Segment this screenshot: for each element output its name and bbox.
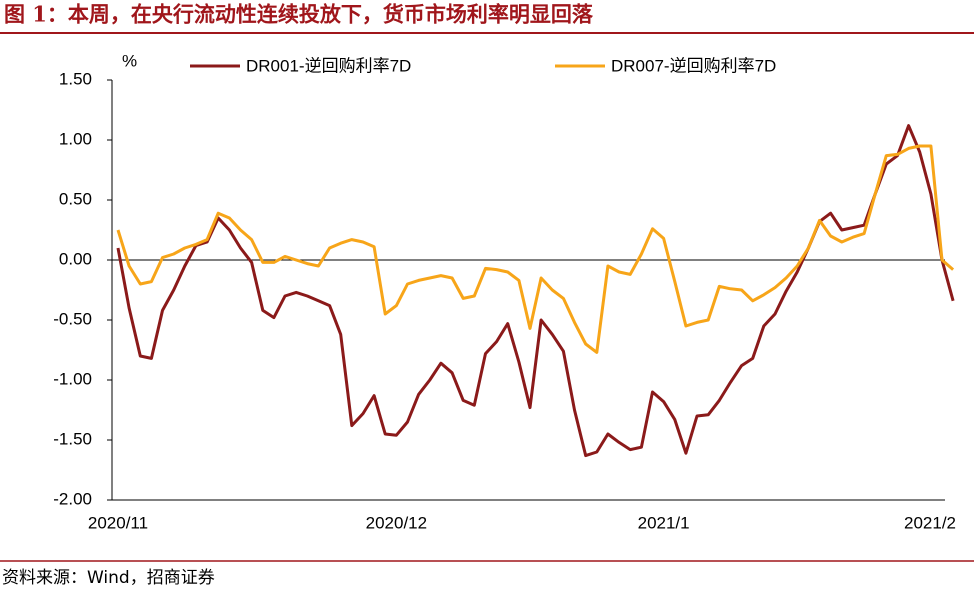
x-tick-label: 2020/11 xyxy=(88,513,148,532)
series-line xyxy=(116,124,955,458)
legend-label: DR007-逆回购利率7D xyxy=(611,56,776,75)
chart-title: 图 1：本周，在央行流动性连续投放下，货币市场利率明显回落 xyxy=(4,2,594,27)
y-tick-label: -1.50 xyxy=(53,429,92,448)
y-tick-label: -1.00 xyxy=(53,369,92,388)
y-tick-label: 1.00 xyxy=(59,129,92,148)
y-tick-label: 0.50 xyxy=(59,189,92,208)
y-tick-label: -0.50 xyxy=(53,309,92,328)
y-tick-label: -2.00 xyxy=(53,489,92,508)
legend-label: DR001-逆回购利率7D xyxy=(246,56,411,75)
source: 资料来源：Wind，招商证券 xyxy=(2,568,215,588)
y-unit: % xyxy=(122,51,137,70)
x-tick-label: 2021/1 xyxy=(638,513,690,532)
x-tick-label: 2021/2 xyxy=(904,513,956,532)
x-tick-label: 2020/12 xyxy=(366,513,427,532)
series-line xyxy=(116,144,955,354)
y-tick-label: 1.50 xyxy=(59,69,92,88)
y-tick-label: 0.00 xyxy=(59,249,92,268)
